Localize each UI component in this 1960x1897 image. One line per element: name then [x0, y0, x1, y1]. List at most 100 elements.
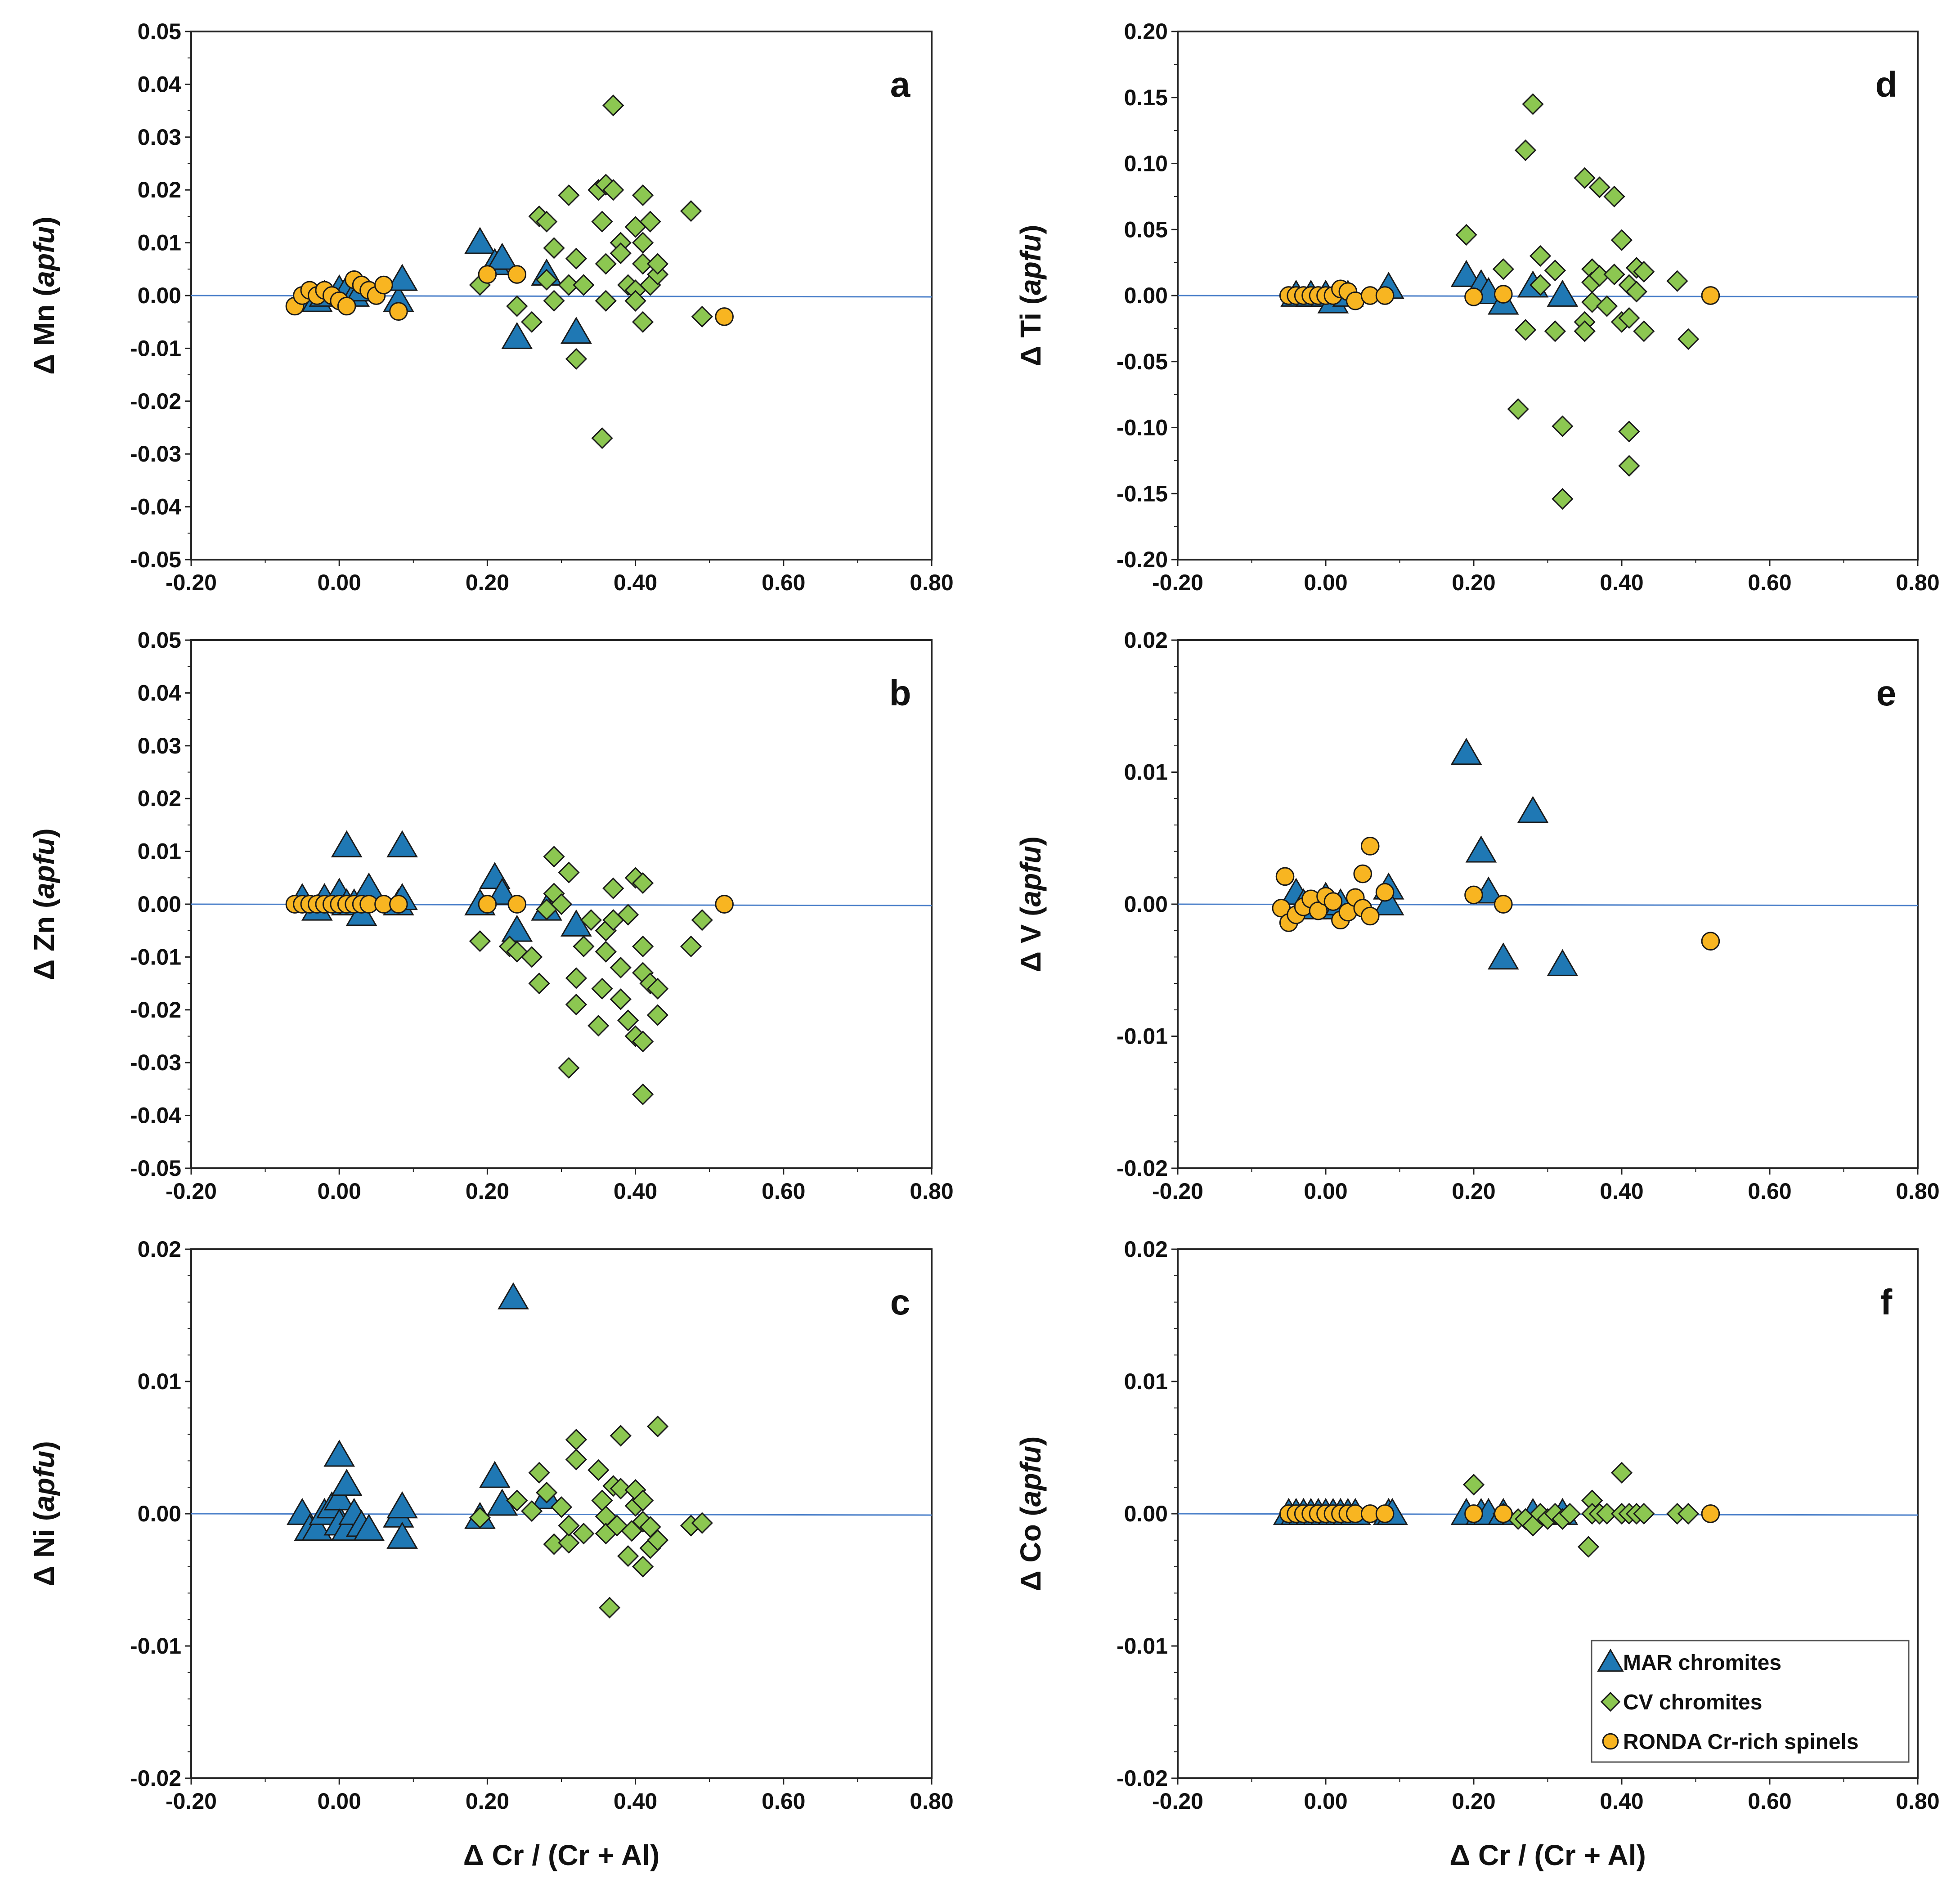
point-cv: [632, 232, 654, 254]
point-mar: [1487, 942, 1519, 970]
y-axis-label-suffix: ): [1014, 225, 1047, 234]
y-axis-label-unit: apfu: [28, 1451, 60, 1511]
x-tick-label: 0.20: [1452, 1789, 1495, 1814]
x-tick-label: 0.40: [614, 570, 657, 595]
y-axis-label-suffix: ): [28, 828, 60, 838]
point-cv: [469, 930, 491, 952]
point-cv: [632, 184, 654, 206]
point-cv: [565, 993, 588, 1016]
point-mar: [301, 1514, 333, 1541]
y-tick-label: -0.20: [1117, 547, 1168, 572]
point-ronda: [1494, 285, 1513, 304]
point-cv: [1455, 224, 1477, 246]
point-cv: [1588, 176, 1610, 198]
point-cv: [565, 967, 588, 989]
point-ronda: [715, 895, 734, 914]
point-ronda: [1375, 1504, 1395, 1523]
point-mar: [1372, 888, 1404, 915]
x-tick-label: 0.60: [1748, 1789, 1791, 1814]
point-cv: [595, 290, 617, 312]
y-axis-label-prefix: Δ Zn (: [28, 898, 60, 980]
point-cv: [506, 1489, 528, 1511]
legend-box: [1591, 1640, 1910, 1763]
y-tick-label: -0.01: [130, 336, 181, 361]
point-ronda: [478, 895, 497, 914]
point-ronda: [1494, 895, 1513, 914]
point-cv: [1603, 263, 1625, 286]
point-cv: [1574, 320, 1596, 342]
legend-marker-mar: [1597, 1648, 1624, 1672]
point-ronda: [1464, 287, 1483, 306]
point-cv: [1515, 319, 1537, 341]
y-tick-label: 0.05: [138, 19, 181, 44]
point-cv: [1610, 229, 1633, 251]
point-cv: [469, 1507, 491, 1529]
point-cv: [646, 253, 669, 275]
point-cv: [646, 1529, 669, 1551]
point-ronda: [1353, 864, 1372, 883]
y-tick-label: -0.02: [130, 1766, 181, 1791]
y-tick-label: 0.01: [138, 230, 181, 256]
point-cv: [632, 872, 654, 894]
point-cv: [1522, 93, 1544, 115]
point-cv: [610, 1478, 632, 1500]
point-mar: [1547, 279, 1579, 307]
y-axis-label-prefix: Δ Ni (: [28, 1511, 60, 1587]
y-axis-label-suffix: ): [28, 1441, 60, 1450]
legend-marker-cv: [1600, 1691, 1621, 1712]
y-axis-label-prefix: Δ V (: [1014, 906, 1047, 972]
x-tick-label: 0.20: [466, 1179, 509, 1204]
point-cv: [1677, 1502, 1700, 1525]
point-cv: [610, 988, 632, 1010]
y-tick-label: 0.04: [138, 680, 182, 705]
point-ronda: [507, 895, 527, 914]
point-ronda: [1375, 883, 1395, 902]
point-ronda: [1464, 1504, 1483, 1523]
point-ronda: [389, 302, 408, 321]
point-cv: [1625, 281, 1648, 303]
point-cv: [543, 846, 565, 868]
point-cv: [632, 253, 654, 275]
point-mar: [486, 242, 518, 270]
point-cv: [1618, 421, 1640, 443]
point-ronda: [1360, 837, 1380, 856]
y-axis-label-unit: apfu: [1014, 846, 1047, 906]
x-tick-label: 0.80: [910, 1789, 953, 1814]
point-ronda: [478, 265, 497, 284]
point-ronda: [337, 296, 356, 316]
y-tick-label: 0.02: [1124, 1237, 1168, 1262]
x-tick-label: 0.60: [1748, 570, 1791, 595]
point-cv: [558, 1057, 580, 1079]
y-tick-label: -0.04: [130, 1103, 181, 1128]
point-cv: [558, 1515, 580, 1537]
y-axis-label-unit: apfu: [28, 226, 60, 287]
point-mar: [501, 322, 533, 349]
x-tick-label: 0.00: [318, 1789, 361, 1814]
y-axis-label-suffix: ): [1014, 1436, 1047, 1446]
point-cv: [591, 1489, 613, 1511]
legend-label: RONDA Cr-rich spinels: [1623, 1730, 1859, 1754]
y-tick-label: 0.03: [138, 125, 181, 150]
point-ronda: [1464, 885, 1483, 905]
point-mar: [1547, 949, 1579, 976]
x-tick-label: 0.80: [910, 570, 953, 595]
x-tick-label: 0.40: [1600, 1789, 1643, 1814]
point-cv: [1544, 320, 1566, 342]
point-cv: [624, 290, 646, 312]
point-cv: [610, 242, 632, 265]
point-cv: [588, 1459, 610, 1481]
panel-label: a: [890, 64, 910, 104]
legend: MAR chromites CV chromites RONDA Cr-rich s…: [1591, 1640, 1910, 1763]
x-tick-label: 0.80: [1896, 1789, 1939, 1814]
point-cv: [543, 290, 565, 312]
point-cv: [1603, 185, 1625, 207]
panel-c: 0.02 0.01 0.00 -0.01 -0.02-0.20 0.00 0.20 0.40 0…: [28, 1237, 954, 1871]
x-tick-label: 0.60: [762, 1789, 805, 1814]
y-axis-label-prefix: Δ Ti (: [1014, 295, 1047, 366]
point-ronda: [1275, 867, 1295, 886]
y-tick-label: 0.02: [138, 177, 181, 202]
point-cv: [639, 211, 661, 233]
panel-label: d: [1875, 64, 1897, 104]
panel-d: 0.20 0.15 0.10 0.05 0.00 -0.05 -0.10 -0.15 -0.20…: [1014, 19, 1940, 595]
point-ronda: [374, 275, 393, 295]
